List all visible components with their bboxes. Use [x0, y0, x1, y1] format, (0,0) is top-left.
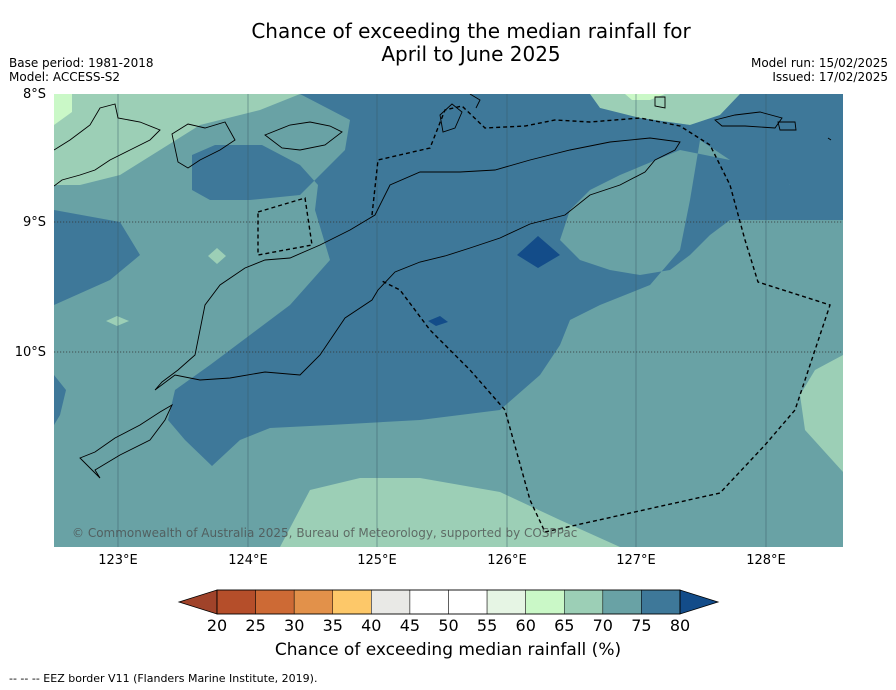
- colorbar-extend-high: [679, 589, 720, 615]
- colorbar-segment: [332, 589, 372, 615]
- cbar-tick-30: 30: [284, 616, 305, 635]
- cbar-tick-60: 60: [515, 616, 536, 635]
- lat-label-9s: 9°S: [22, 215, 46, 230]
- colorbar-segment: [255, 589, 295, 615]
- colorbar-segment: [216, 589, 256, 615]
- lon-label-125e: 125°E: [357, 553, 397, 568]
- colorbar-segment: [602, 589, 642, 615]
- graticule-lon: [117, 94, 767, 547]
- cbar-tick-45: 45: [399, 616, 421, 635]
- coast-island-7: [777, 121, 797, 131]
- zone-65-70-northwest: [54, 94, 300, 185]
- colorbar-segment: [564, 589, 604, 615]
- zone-60-65-north: [625, 94, 665, 100]
- lat-label-10s: 10°S: [14, 345, 46, 360]
- zone-65-70-east: [800, 355, 843, 472]
- zone-60-65-corner: [54, 94, 72, 125]
- eez-border: [257, 105, 831, 533]
- coast-timor: [154, 137, 681, 391]
- cbar-tick-20: 20: [206, 616, 228, 635]
- colorbar-frame: [216, 589, 681, 615]
- cbar-tick-70: 70: [592, 616, 613, 635]
- colorbar-segment: [293, 589, 333, 615]
- eez-note: -- -- -- EEZ border V11 (Flanders Marine…: [9, 672, 318, 685]
- coast-island-6: [654, 96, 666, 109]
- coast-island-2: [264, 121, 343, 151]
- lon-label-124e: 124°E: [228, 553, 268, 568]
- colorbar-segment: [409, 589, 449, 615]
- meta-right: Model run: 15/02/2025 Issued: 17/02/2025: [751, 56, 888, 84]
- colorbar-segment: [641, 589, 681, 615]
- colorbar-segments: [177, 589, 720, 615]
- zone-75-80-west: [54, 210, 140, 305]
- lon-label-127e: 127°E: [616, 553, 656, 568]
- lon-label-123e: 123°E: [98, 553, 138, 568]
- coast-speck: [827, 137, 832, 141]
- model-name: Model: ACCESS-S2: [9, 70, 121, 84]
- coast-flores: [54, 103, 161, 187]
- cbar-tick-35: 35: [322, 616, 343, 635]
- zone-65-70-speck-2: [106, 316, 129, 326]
- coast-island-1: [171, 121, 236, 169]
- zone-75-80-band: [168, 94, 843, 466]
- base-period: Base period: 1981-2018: [9, 56, 154, 70]
- eez-main: [371, 105, 831, 533]
- zone-80-plus-2: [428, 316, 448, 326]
- zone-65-70-speck-1: [208, 248, 226, 264]
- meta-left: Base period: 1981-2018 Model: ACCESS-S2: [9, 56, 154, 84]
- colorbar-segment: [525, 589, 565, 615]
- map-title: Chance of exceeding the median rainfall …: [0, 20, 896, 66]
- issued-date: Issued: 17/02/2025: [772, 70, 888, 84]
- zone-75-80-west-small: [54, 375, 66, 425]
- coastlines: [54, 94, 832, 479]
- lat-label-8s: 8°S: [22, 87, 46, 102]
- colorbar-label: Chance of exceeding median rainfall (%): [274, 640, 622, 660]
- zone-65-70-north: [590, 94, 740, 125]
- cbar-tick-40: 40: [361, 616, 382, 635]
- map-fill-layer: [54, 94, 843, 547]
- cbar-tick-80: 80: [669, 616, 691, 635]
- graticule: [54, 221, 843, 353]
- model-run: Model run: 15/02/2025: [750, 56, 888, 70]
- colorbar-segment: [371, 589, 411, 615]
- cbar-tick-75: 75: [631, 616, 652, 635]
- coast-rote: [79, 403, 174, 479]
- cbar-tick-50: 50: [438, 616, 459, 635]
- lon-label-128e: 128°E: [746, 553, 786, 568]
- colorbar-segment: [486, 589, 526, 615]
- coast-island-4: [469, 94, 481, 109]
- cbar-tick-25: 25: [245, 616, 266, 635]
- colorbar-extend-low: [177, 589, 218, 615]
- zone-80-plus-1: [517, 236, 560, 268]
- zone-65-70-south: [280, 478, 620, 547]
- title-line-1: Chance of exceeding the median rainfall …: [251, 19, 691, 43]
- title-line-2: April to June 2025: [381, 42, 561, 66]
- cbar-tick-55: 55: [476, 616, 498, 635]
- colorbar-segment: [448, 589, 488, 615]
- coast-island-3: [439, 103, 463, 133]
- cbar-tick-65: 65: [554, 616, 575, 635]
- copyright-notice: © Commonwealth of Australia 2025, Bureau…: [72, 526, 578, 540]
- lon-label-126e: 126°E: [487, 553, 527, 568]
